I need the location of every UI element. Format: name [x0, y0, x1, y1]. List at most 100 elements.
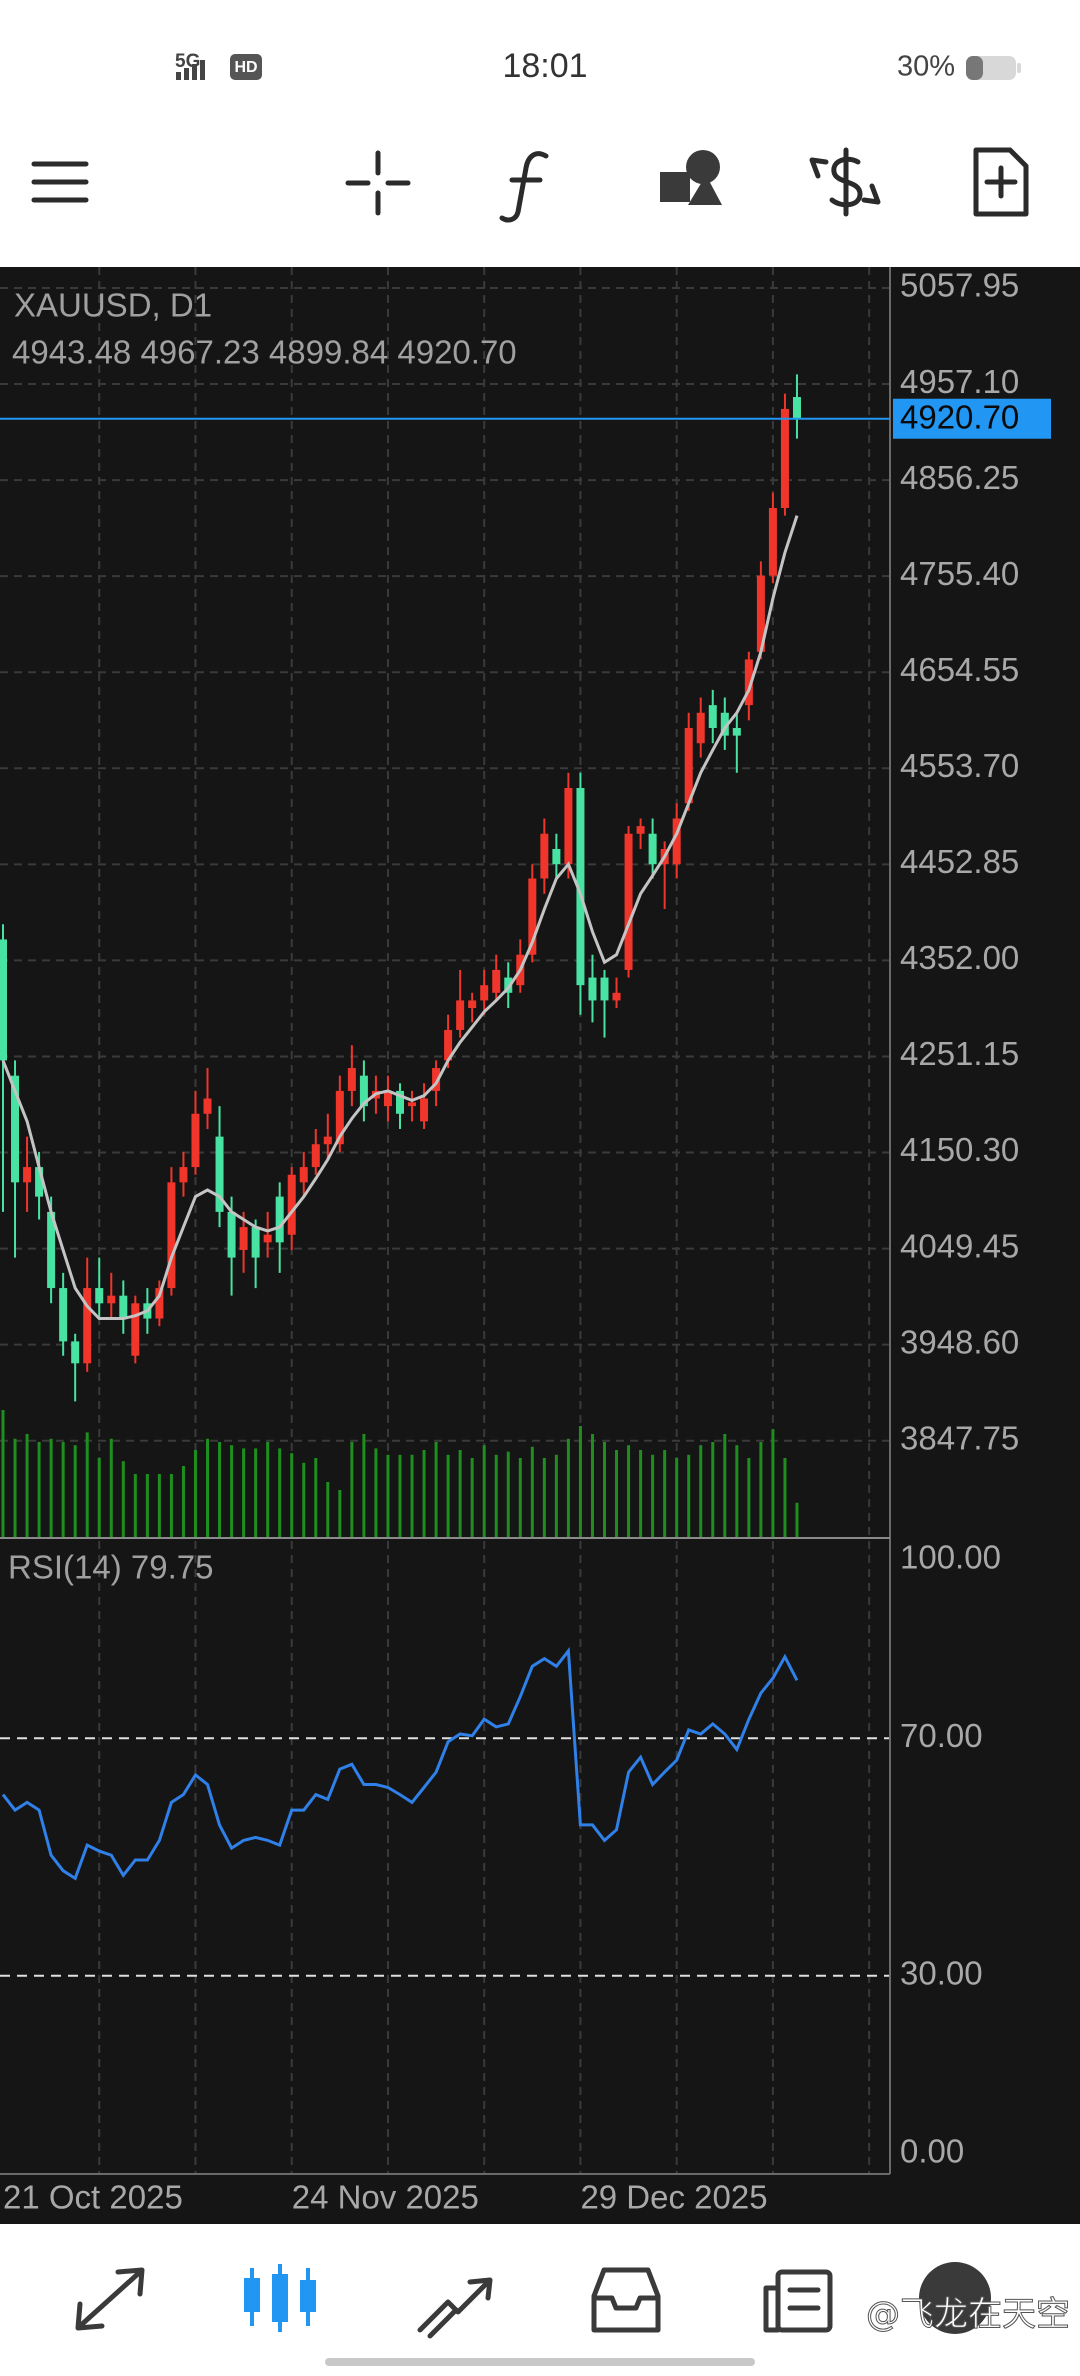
volume-bar [290, 1453, 294, 1538]
candle-body [119, 1295, 128, 1319]
volume-bar [326, 1482, 330, 1538]
candle-body [167, 1182, 176, 1289]
volume-bar [711, 1442, 715, 1538]
candle-body [83, 1288, 92, 1364]
objects-button[interactable] [660, 150, 722, 205]
y-tick-label: 4654.55 [900, 651, 1019, 688]
chart-tab[interactable] [244, 2264, 316, 2332]
bottom-nav [0, 2224, 1080, 2376]
volume-bar [747, 1458, 751, 1538]
news-tab[interactable] [763, 2269, 833, 2333]
menu-button[interactable] [31, 161, 89, 203]
candle-body [684, 728, 693, 804]
candle-body [612, 992, 621, 1001]
x-tick-label: 21 Oct 2025 [3, 2179, 183, 2216]
trade-button[interactable] [809, 147, 881, 217]
volume-bar [506, 1451, 510, 1538]
candle-body [504, 977, 513, 993]
volume-bar [771, 1429, 775, 1538]
volume-bar [723, 1434, 727, 1538]
volume-bar [675, 1458, 679, 1538]
candle-body [347, 1068, 356, 1091]
indicators-button[interactable] [499, 151, 549, 223]
volume-bar [181, 1466, 185, 1538]
candle-body [155, 1288, 164, 1319]
profile-tab[interactable] [919, 2262, 991, 2334]
candle-body [23, 1167, 32, 1183]
rsi-tick-label: 100.00 [900, 1539, 1001, 1576]
y-tick-label: 4856.25 [900, 459, 1019, 496]
candle-body [191, 1113, 200, 1168]
candle-body [71, 1341, 80, 1364]
hd-badge [230, 54, 262, 80]
volume-bar [362, 1434, 366, 1538]
candle-body [275, 1196, 284, 1243]
volume-bar [494, 1454, 498, 1538]
moving-average [1, 515, 799, 1320]
volume-bar [133, 1474, 137, 1538]
battery-label: 30% [897, 51, 955, 83]
candle-body [432, 1068, 441, 1091]
volume-bar [590, 1434, 594, 1538]
volume-bar [206, 1438, 210, 1538]
new-order-button[interactable] [973, 147, 1029, 217]
volume-bar [302, 1462, 306, 1538]
candle-body [311, 1144, 320, 1168]
volume-bar [542, 1458, 546, 1538]
candle-body [0, 939, 7, 1061]
volume-bar [121, 1461, 125, 1538]
clock: 18:01 [502, 47, 587, 85]
y-tick-label: 4150.30 [900, 1131, 1019, 1168]
candle-body [564, 788, 573, 865]
candle-body [35, 1167, 44, 1197]
volume-bar [266, 1442, 270, 1538]
candle-body [744, 659, 753, 706]
volume-bar [530, 1446, 534, 1538]
history-tab[interactable] [591, 2267, 661, 2333]
candle-body [444, 1029, 453, 1061]
volume-bar [169, 1474, 173, 1538]
candle-body [11, 1075, 20, 1183]
y-tick-label: 3948.60 [900, 1323, 1019, 1360]
volume-bar [338, 1490, 342, 1538]
candle-body [383, 1090, 392, 1107]
quotes-tab[interactable] [75, 2267, 145, 2331]
volume-bar [314, 1458, 318, 1538]
candle-body [732, 728, 741, 736]
crosshair-button[interactable] [345, 150, 411, 216]
candle-body [239, 1227, 248, 1250]
candle-body [395, 1090, 404, 1114]
volume-bar [97, 1458, 101, 1538]
volume-bar [278, 1448, 282, 1538]
y-tick-label: 4251.15 [900, 1035, 1019, 1072]
candle-body [492, 969, 501, 993]
volume-bar [109, 1438, 113, 1538]
battery-icon [966, 56, 1021, 80]
home-indicator [325, 2358, 755, 2366]
volume-bar [482, 1445, 486, 1538]
last-price-box [893, 398, 1051, 439]
volume-bar [157, 1474, 161, 1538]
candle-body [552, 848, 561, 865]
volume-bar [434, 1442, 438, 1538]
candle-body [696, 712, 705, 744]
rsi-tick-label: 0.00 [900, 2133, 964, 2170]
candle-body [540, 833, 549, 879]
volume-bar [49, 1438, 53, 1538]
volume-bar [61, 1442, 65, 1538]
volume-bar [230, 1445, 234, 1538]
volume-bar [73, 1445, 77, 1538]
rsi-line [1, 1646, 799, 1881]
x-tick-label: 24 Nov 2025 [292, 2179, 479, 2216]
candle-body [323, 1136, 332, 1145]
plot-area [0, 267, 890, 2174]
volume-bar [218, 1442, 222, 1538]
volume-bar [578, 1426, 582, 1538]
candle-body [624, 833, 633, 970]
rsi-label: RSI(14) 79.75 [8, 1549, 213, 1586]
candle-body [588, 977, 597, 1001]
trade-tab[interactable] [417, 2277, 493, 2339]
candle-body [107, 1295, 116, 1304]
volume-bar [470, 1458, 474, 1538]
